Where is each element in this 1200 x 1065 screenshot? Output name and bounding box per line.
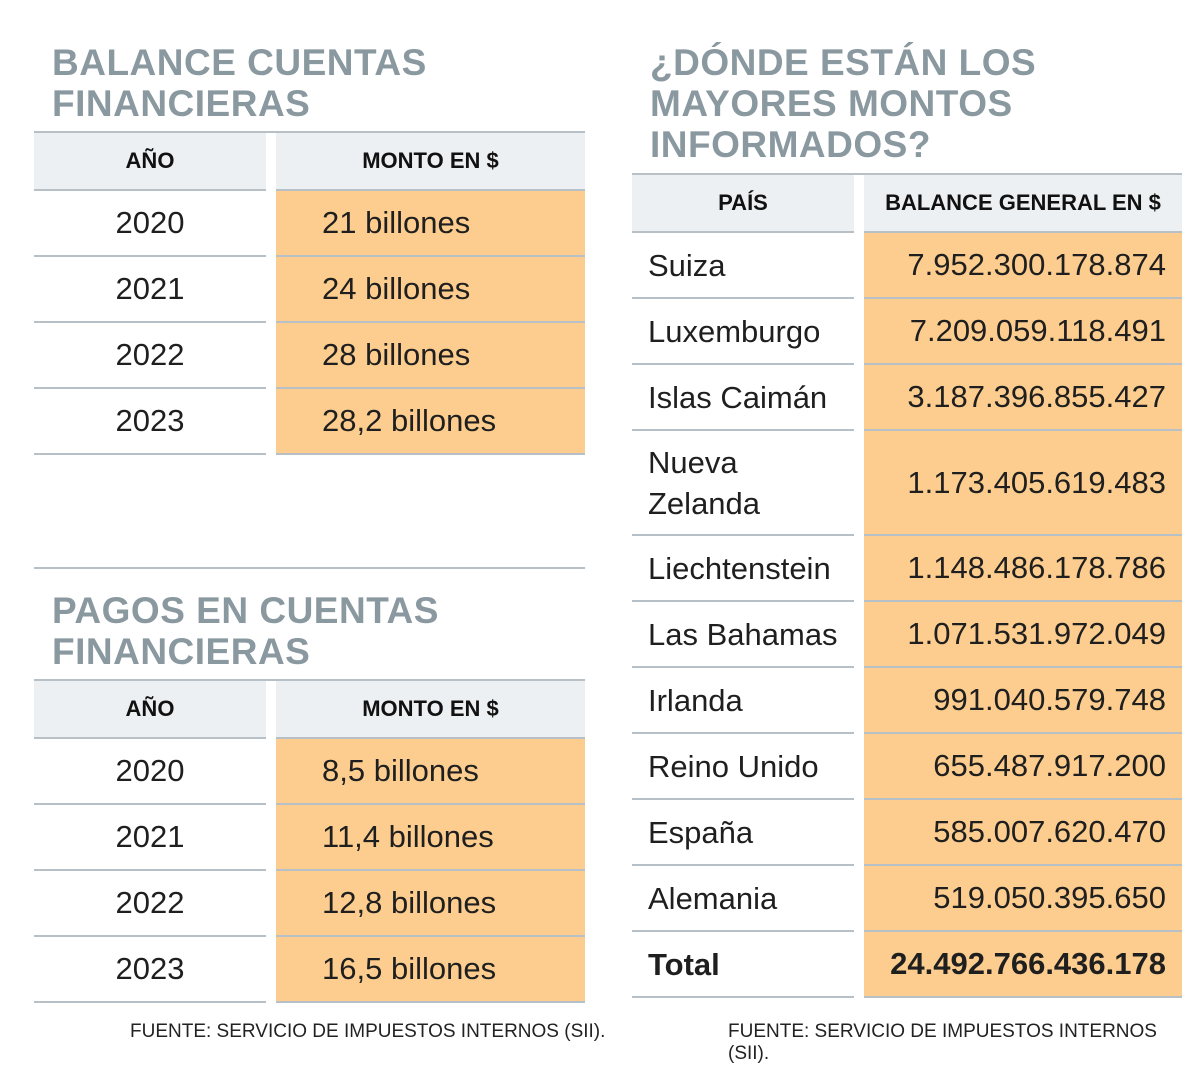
amount-cell: 585.007.620.470 <box>864 800 1182 866</box>
table-row: Irlanda 991.040.579.748 <box>632 668 1182 734</box>
year-cell: 2021 <box>34 805 266 871</box>
balance-title: BALANCE CUENTAS FINANCIERAS <box>52 42 427 124</box>
table-header-row: AÑO MONTO EN $ <box>34 679 585 739</box>
paises-table: PAÍS BALANCE GENERAL EN $ Suiza 7.952.300… <box>632 173 1182 998</box>
column-header-year: AÑO <box>34 679 266 739</box>
country-cell: Reino Unido <box>632 734 854 800</box>
total-label: Total <box>632 932 854 998</box>
table-header-row: PAÍS BALANCE GENERAL EN $ <box>632 173 1182 233</box>
amount-cell: 28,2 billones <box>276 389 585 455</box>
table-row: 2021 24 billones <box>34 257 585 323</box>
pagos-table: AÑO MONTO EN $ 2020 8,5 billones 2021 11,4… <box>34 679 585 1003</box>
table-row: 2023 28,2 billones <box>34 389 585 455</box>
country-cell: Suiza <box>632 233 854 299</box>
country-cell: Nueva Zelanda <box>632 431 854 536</box>
section-divider <box>34 567 585 569</box>
amount-cell: 28 billones <box>276 323 585 389</box>
year-cell: 2023 <box>34 937 266 1003</box>
column-header-year: AÑO <box>34 131 266 191</box>
source-note: FUENTE: SERVICIO DE IMPUESTOS INTERNOS (… <box>130 1021 606 1042</box>
country-cell: Irlanda <box>632 668 854 734</box>
table-row: 2023 16,5 billones <box>34 937 585 1003</box>
table-row: 2020 21 billones <box>34 191 585 257</box>
table-row: Suiza 7.952.300.178.874 <box>632 233 1182 299</box>
amount-cell: 12,8 billones <box>276 871 585 937</box>
amount-cell: 519.050.395.650 <box>864 866 1182 932</box>
table-row: Reino Unido 655.487.917.200 <box>632 734 1182 800</box>
year-cell: 2023 <box>34 389 266 455</box>
table-row: Islas Caimán 3.187.396.855.427 <box>632 365 1182 431</box>
country-cell: Alemania <box>632 866 854 932</box>
amount-cell: 16,5 billones <box>276 937 585 1003</box>
balance-table: AÑO MONTO EN $ 2020 21 billones 2021 24 bi… <box>34 131 585 455</box>
pagos-title: PAGOS EN CUENTAS FINANCIERAS <box>52 590 439 672</box>
amount-cell: 1.148.486.178.786 <box>864 536 1182 602</box>
column-header-country: PAÍS <box>632 173 854 233</box>
source-note: FUENTE: SERVICIO DE IMPUESTOS INTERNOS (… <box>728 1021 1157 1064</box>
amount-cell: 3.187.396.855.427 <box>864 365 1182 431</box>
country-cell: Las Bahamas <box>632 602 854 668</box>
table-row: 2022 12,8 billones <box>34 871 585 937</box>
year-cell: 2020 <box>34 191 266 257</box>
table-row: Luxemburgo 7.209.059.118.491 <box>632 299 1182 365</box>
year-cell: 2021 <box>34 257 266 323</box>
amount-cell: 11,4 billones <box>276 805 585 871</box>
total-amount: 24.492.766.436.178 <box>864 932 1182 998</box>
table-row: Las Bahamas 1.071.531.972.049 <box>632 602 1182 668</box>
amount-cell: 991.040.579.748 <box>864 668 1182 734</box>
table-row: España 585.007.620.470 <box>632 800 1182 866</box>
amount-cell: 24 billones <box>276 257 585 323</box>
amount-cell: 1.071.531.972.049 <box>864 602 1182 668</box>
table-row: 2022 28 billones <box>34 323 585 389</box>
amount-cell: 7.952.300.178.874 <box>864 233 1182 299</box>
amount-cell: 7.209.059.118.491 <box>864 299 1182 365</box>
table-row: Liechtenstein 1.148.486.178.786 <box>632 536 1182 602</box>
table-row: Alemania 519.050.395.650 <box>632 866 1182 932</box>
table-header-row: AÑO MONTO EN $ <box>34 131 585 191</box>
country-cell: Liechtenstein <box>632 536 854 602</box>
country-cell: Islas Caimán <box>632 365 854 431</box>
paises-title: ¿DÓNDE ESTÁN LOS MAYORES MONTOS INFORMAD… <box>650 42 1037 165</box>
column-header-amount: MONTO EN $ <box>276 131 585 191</box>
table-row: 2020 8,5 billones <box>34 739 585 805</box>
column-header-balance: BALANCE GENERAL EN $ <box>864 173 1182 233</box>
country-cell: España <box>632 800 854 866</box>
year-cell: 2022 <box>34 871 266 937</box>
total-row: Total 24.492.766.436.178 <box>632 932 1182 998</box>
amount-cell: 8,5 billones <box>276 739 585 805</box>
amount-cell: 655.487.917.200 <box>864 734 1182 800</box>
amount-cell: 21 billones <box>276 191 585 257</box>
year-cell: 2022 <box>34 323 266 389</box>
country-cell: Luxemburgo <box>632 299 854 365</box>
table-row: Nueva Zelanda 1.173.405.619.483 <box>632 431 1182 536</box>
amount-cell: 1.173.405.619.483 <box>864 431 1182 536</box>
year-cell: 2020 <box>34 739 266 805</box>
table-row: 2021 11,4 billones <box>34 805 585 871</box>
column-header-amount: MONTO EN $ <box>276 679 585 739</box>
